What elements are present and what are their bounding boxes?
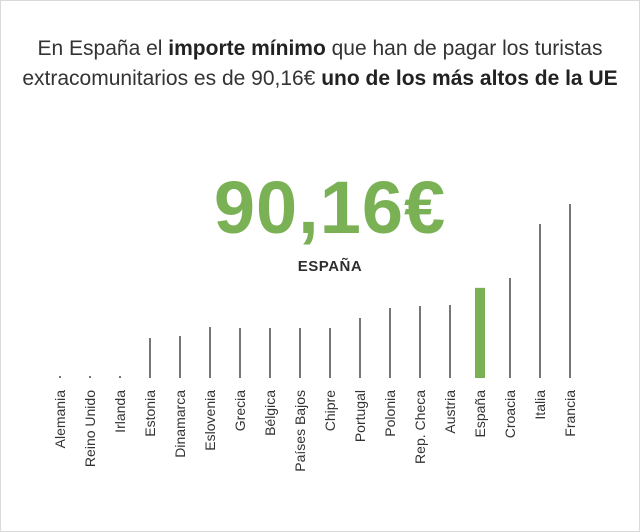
tick-label: Irlanda <box>112 390 128 433</box>
bar-eslovenia <box>209 327 211 378</box>
bar-reino-unido <box>89 376 91 378</box>
tick-label: Estonia <box>142 390 158 437</box>
bar-bélgica <box>269 328 271 378</box>
bar-croacia <box>509 278 511 378</box>
bar-españa <box>475 287 485 378</box>
bar-chipre <box>329 328 331 378</box>
tick-label: Dinamarca <box>172 390 188 458</box>
tick-label: Francia <box>562 390 578 437</box>
title-bold-1: importe mínimo <box>168 37 326 60</box>
tick-label: Grecia <box>232 390 248 431</box>
tick-label: Alemania <box>52 390 68 449</box>
tick-label: Italia <box>532 390 548 420</box>
title-part-2: que han de pagar los turistas extracomun… <box>22 37 603 90</box>
bar-rep-checa <box>419 306 421 378</box>
bar-polonia <box>389 308 391 378</box>
chart-title: En España el importe mínimo que han de p… <box>20 34 620 94</box>
bar-portugal <box>359 318 361 378</box>
bar-irlanda <box>119 376 121 378</box>
tick-label: Países Bajos <box>292 390 308 472</box>
bar-dinamarca <box>179 336 181 378</box>
tick-label: Chipre <box>322 390 338 431</box>
title-part-1: En España el <box>37 37 169 60</box>
tick-label: Reino Unido <box>82 390 98 467</box>
tick-label: Portugal <box>352 390 368 442</box>
tick-label: Austria <box>442 390 458 434</box>
tick-label: España <box>472 390 488 438</box>
bar-austria <box>449 305 451 378</box>
bar-grecia <box>239 328 241 378</box>
bar-estonia <box>149 338 151 378</box>
bar-países-bajos <box>299 328 301 378</box>
highlight-value: 90,16€ <box>213 166 447 249</box>
bar-alemania <box>59 376 61 378</box>
tick-label: Croacia <box>502 390 518 438</box>
tick-label: Eslovenia <box>202 390 218 451</box>
bar-italia <box>539 224 541 378</box>
title-bold-2: uno de los más altos de la UE <box>321 67 618 90</box>
highlight-label: ESPAÑA <box>297 258 363 275</box>
tick-label: Polonia <box>382 390 398 437</box>
bar-francia <box>569 204 571 378</box>
tick-label: Bélgica <box>262 390 278 436</box>
tick-label: Rep. Checa <box>412 390 428 464</box>
